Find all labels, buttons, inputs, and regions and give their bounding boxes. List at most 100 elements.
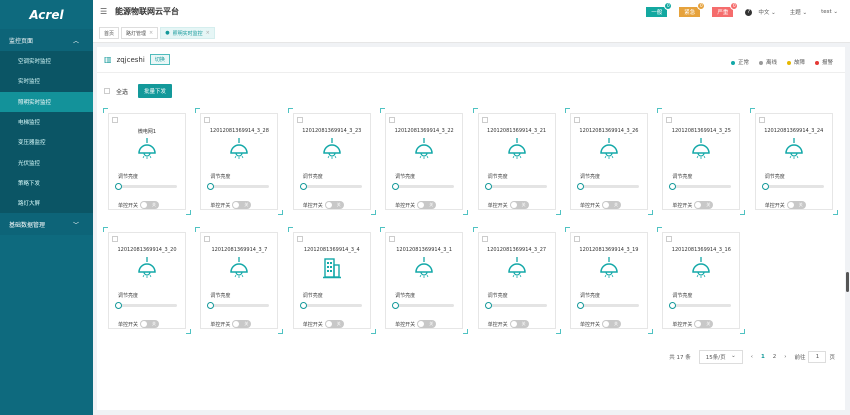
- card-checkbox[interactable]: [666, 236, 673, 242]
- card-checkbox[interactable]: [389, 117, 396, 123]
- tab[interactable]: ● 照明实时监控 ×: [160, 27, 215, 39]
- card-checkbox[interactable]: [204, 236, 211, 242]
- slider-handle[interactable]: [484, 301, 492, 309]
- switch-toggle[interactable]: 关: [417, 201, 437, 209]
- card-checkbox[interactable]: [481, 236, 488, 242]
- language-select[interactable]: 中文 ⌄: [758, 10, 776, 16]
- menu-toggle-icon[interactable]: ☰: [100, 7, 108, 16]
- switch-toggle[interactable]: 关: [232, 201, 252, 209]
- goto-page-input[interactable]: 1: [808, 351, 827, 363]
- batch-send-button[interactable]: 批量下发: [138, 84, 173, 98]
- card-checkbox[interactable]: [666, 117, 673, 123]
- sidebar-item[interactable]: 光伏监控: [0, 152, 93, 173]
- brightness-slider[interactable]: [576, 182, 639, 190]
- slider-handle[interactable]: [761, 182, 769, 190]
- card-checkbox[interactable]: [573, 236, 580, 242]
- card-checkbox[interactable]: [112, 236, 118, 242]
- prev-page-button[interactable]: ‹: [750, 354, 753, 360]
- slider-handle[interactable]: [299, 182, 307, 190]
- switch-toggle[interactable]: 关: [509, 320, 529, 328]
- device-card: 12012081369914_3_23 调节亮度 单控开关关: [287, 108, 376, 215]
- switch-toggle[interactable]: 关: [694, 201, 714, 209]
- brightness-slider[interactable]: [299, 182, 362, 190]
- switch-site-button[interactable]: 切换: [149, 54, 170, 65]
- switch-toggle[interactable]: 关: [232, 320, 252, 328]
- menu-group[interactable]: 监控页面 ︿: [0, 29, 93, 51]
- theme-select[interactable]: 主题 ⌄: [789, 10, 808, 16]
- sidebar-item[interactable]: 策略下发: [0, 172, 93, 194]
- menu-group[interactable]: 基础数据管理 ﹀: [0, 213, 93, 236]
- brightness-slider[interactable]: [669, 301, 732, 309]
- page-2[interactable]: 2: [772, 354, 777, 360]
- card-checkbox[interactable]: [481, 117, 488, 123]
- close-icon[interactable]: ×: [205, 30, 210, 36]
- tab[interactable]: 路灯管理 ×: [121, 27, 159, 39]
- user-menu[interactable]: test ⌄: [821, 9, 838, 15]
- select-all-checkbox[interactable]: [104, 88, 110, 94]
- slider-handle[interactable]: [392, 182, 400, 190]
- device-name: 12012081369914_3_1: [396, 247, 453, 253]
- alarm-badge[interactable]: 紧急 0: [679, 2, 706, 17]
- brightness-slider[interactable]: [392, 301, 455, 309]
- sidebar-item[interactable]: 空调实时监控: [0, 51, 93, 72]
- card-checkbox[interactable]: [296, 236, 303, 242]
- sidebar-item[interactable]: 电梯监控: [0, 111, 93, 133]
- sidebar-item[interactable]: 照明实时监控: [0, 91, 93, 112]
- slider-handle[interactable]: [669, 301, 677, 309]
- slider-handle[interactable]: [115, 182, 122, 190]
- sidebar-item[interactable]: 路灯大屏: [0, 193, 93, 214]
- brightness-slider[interactable]: [299, 301, 362, 309]
- slider-handle[interactable]: [299, 301, 307, 309]
- switch-toggle[interactable]: 关: [324, 201, 344, 209]
- brightness-slider[interactable]: [207, 182, 270, 190]
- alarm-badge[interactable]: 一般 0: [646, 2, 673, 17]
- sidebar-item[interactable]: 实时监控: [0, 71, 93, 92]
- brightness-slider[interactable]: [484, 301, 547, 309]
- card-checkbox[interactable]: [296, 117, 303, 123]
- brightness-slider[interactable]: [207, 301, 270, 309]
- slider-handle[interactable]: [392, 301, 400, 309]
- scrollbar[interactable]: [846, 272, 849, 292]
- help-icon[interactable]: ?: [745, 8, 753, 16]
- switch-toggle[interactable]: 关: [140, 320, 160, 328]
- brightness-slider[interactable]: [576, 301, 639, 309]
- slider-handle[interactable]: [484, 182, 492, 190]
- brightness-label: 调节亮度: [487, 174, 508, 180]
- brightness-slider[interactable]: [115, 182, 177, 190]
- device-card: 12012081369914_3_28 调节亮度 单控开关关: [195, 108, 284, 215]
- next-page-button[interactable]: ›: [784, 354, 787, 360]
- page-size-select[interactable]: 15条/页 ⌄: [698, 350, 743, 364]
- slider-handle[interactable]: [576, 182, 584, 190]
- card-checkbox[interactable]: [758, 117, 765, 123]
- slider-handle[interactable]: [207, 301, 215, 309]
- switch-toggle[interactable]: 关: [694, 320, 714, 328]
- switch-toggle[interactable]: 关: [786, 201, 806, 209]
- switch-toggle[interactable]: 关: [601, 320, 621, 328]
- brightness-slider[interactable]: [115, 301, 177, 309]
- slider-handle[interactable]: [207, 182, 215, 190]
- brightness-slider[interactable]: [669, 182, 732, 190]
- slider-handle[interactable]: [115, 301, 122, 309]
- brightness-slider[interactable]: [392, 182, 455, 190]
- switch-toggle[interactable]: 关: [509, 201, 529, 209]
- brightness-label: 调节亮度: [118, 174, 139, 180]
- card-checkbox[interactable]: [389, 236, 396, 242]
- sidebar-item[interactable]: 变压器监控: [0, 132, 93, 153]
- switch-toggle[interactable]: 关: [417, 320, 437, 328]
- switch-toggle[interactable]: 关: [140, 201, 160, 209]
- switch-toggle[interactable]: 关: [601, 201, 621, 209]
- card-checkbox[interactable]: [204, 117, 211, 123]
- card-checkbox[interactable]: [573, 117, 580, 123]
- brightness-label: 调节亮度: [395, 174, 416, 180]
- device-card: 12012081369914_3_25 调节亮度 单控开关关: [657, 108, 746, 215]
- brightness-slider[interactable]: [761, 182, 824, 190]
- tab[interactable]: 首页: [99, 27, 120, 39]
- brightness-slider[interactable]: [484, 182, 547, 190]
- card-checkbox[interactable]: [112, 117, 118, 123]
- slider-handle[interactable]: [669, 182, 677, 190]
- alarm-badge[interactable]: 严重 0: [712, 2, 739, 17]
- close-icon[interactable]: ×: [149, 30, 154, 36]
- switch-toggle[interactable]: 关: [324, 320, 344, 328]
- page-1[interactable]: 1: [760, 354, 765, 360]
- slider-handle[interactable]: [576, 301, 584, 309]
